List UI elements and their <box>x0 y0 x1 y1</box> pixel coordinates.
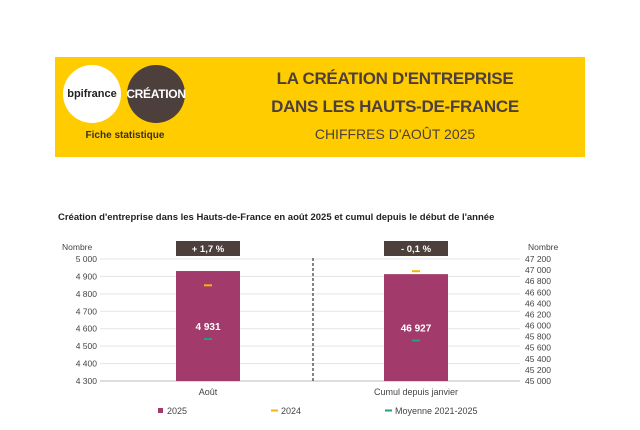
left-axis-label: Nombre <box>62 242 93 252</box>
bar-value-label: 4 931 <box>195 322 220 333</box>
bpifrance-logo: bpifrance <box>63 65 121 123</box>
category-label: Cumul depuis janvier <box>374 387 458 397</box>
variation-badge <box>176 241 240 256</box>
category-label: Août <box>199 387 218 397</box>
page-title-line2: DANS LES HAUTS-DE-FRANCE <box>271 97 519 116</box>
left-tick-label: 4 300 <box>76 376 98 386</box>
bar-2025 <box>176 271 240 381</box>
header-banner: bpifrance CRÉATION Fiche statistique LA … <box>55 57 585 157</box>
right-tick-label: 46 200 <box>525 309 551 319</box>
right-tick-label: 45 800 <box>525 332 551 342</box>
right-tick-label: 45 400 <box>525 354 551 364</box>
creation-logo: CRÉATION <box>126 65 186 123</box>
bar-2025 <box>384 274 448 381</box>
right-tick-label: 46 600 <box>525 287 551 297</box>
left-tick-label: 4 600 <box>76 324 98 334</box>
right-tick-label: 45 600 <box>525 343 551 353</box>
right-tick-label: 46 800 <box>525 276 551 286</box>
right-tick-label: 46 000 <box>525 321 551 331</box>
legend-swatch-2025 <box>158 408 163 413</box>
left-tick-label: 4 500 <box>76 341 98 351</box>
legend-label: 2025 <box>167 406 187 416</box>
left-tick-label: 4 400 <box>76 359 98 369</box>
right-tick-label: 47 200 <box>525 254 551 264</box>
right-tick-label: 45 000 <box>525 376 551 386</box>
chart-title: Création d'entreprise dans les Hauts-de-… <box>58 212 495 223</box>
right-tick-label: 45 200 <box>525 365 551 375</box>
right-tick-label: 46 400 <box>525 298 551 308</box>
left-tick-label: 5 000 <box>76 254 98 264</box>
fiche-statistique-label: Fiche statistique <box>85 130 165 141</box>
right-tick-label: 47 000 <box>525 265 551 275</box>
page-subtitle: CHIFFRES D'AOÛT 2025 <box>314 126 476 142</box>
left-tick-label: 4 900 <box>76 271 98 281</box>
variation-badge-label: + 1,7 % <box>192 244 225 255</box>
page-title-line1: LA CRÉATION D'ENTREPRISE <box>276 69 514 88</box>
variation-badge <box>384 241 448 256</box>
legend-label: 2024 <box>281 406 301 416</box>
left-tick-label: 4 800 <box>76 289 98 299</box>
legend-label: Moyenne 2021-2025 <box>395 406 478 416</box>
left-tick-label: 4 700 <box>76 306 98 316</box>
right-axis-label: Nombre <box>528 242 559 252</box>
bar-value-label: 46 927 <box>401 324 432 335</box>
variation-badge-label: - 0,1 % <box>401 244 432 255</box>
